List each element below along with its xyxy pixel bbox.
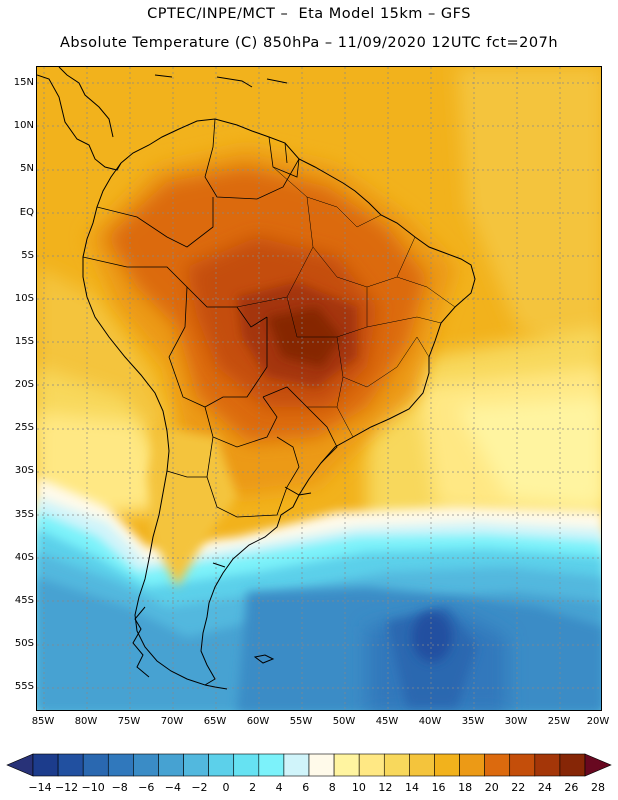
colorbar-label: 16 <box>431 781 446 794</box>
colorbar-cell <box>283 753 310 777</box>
lon-label-85w: 85W <box>31 716 55 727</box>
colorbar-label: 2 <box>249 781 257 794</box>
colorbar-label: 10 <box>351 781 366 794</box>
colorbar-cell <box>434 753 460 777</box>
lon-label-70w: 70W <box>160 716 184 727</box>
colorbar-label: 14 <box>405 781 419 794</box>
lon-label-55w: 55W <box>289 716 313 727</box>
colorbar-label: 8 <box>328 781 336 794</box>
colorbar-label: 28 <box>591 781 605 794</box>
lat-label-5s: 5S <box>21 250 34 261</box>
colorbar-cell <box>107 753 134 777</box>
coastlines <box>37 67 476 690</box>
colorbar-label: −6 <box>138 781 155 794</box>
lat-label-20s: 20S <box>14 379 34 390</box>
lat-label-30s: 30S <box>14 465 34 476</box>
lat-label-25s: 25S <box>14 422 34 433</box>
colorbar-cell <box>258 753 285 777</box>
lat-label-eq: EQ <box>19 207 34 218</box>
colorbar-label: 6 <box>302 781 310 794</box>
colorbar-label: 22 <box>511 781 526 794</box>
lon-label-20w: 20W <box>586 716 610 727</box>
colorbar-label: −12 <box>54 781 79 794</box>
colorbar-label: −8 <box>111 781 128 794</box>
colorbar-label: −10 <box>81 781 105 794</box>
colorbar-cell <box>233 753 260 777</box>
colorbar-cell <box>57 753 84 777</box>
colorbar-cell <box>333 753 360 777</box>
colorbar-label: 26 <box>564 781 579 794</box>
colorbar-cell <box>308 753 335 777</box>
colorbar-over-arrow <box>584 753 612 777</box>
colorbar-label: 18 <box>458 781 473 794</box>
lat-label-15s: 15S <box>14 336 34 347</box>
colorbar-cell <box>509 753 536 777</box>
state-borders <box>236 166 456 438</box>
lat-label-5n: 5N <box>20 163 34 174</box>
colorbar-cell <box>534 753 561 777</box>
colorbar-cell <box>559 753 586 777</box>
temperature-map[interactable] <box>36 66 602 711</box>
lon-label-40w: 40W <box>418 716 442 727</box>
lon-label-80w: 80W <box>74 716 98 727</box>
lon-label-50w: 50W <box>332 716 356 727</box>
grid-lines <box>37 67 601 710</box>
colorbar-cell <box>208 753 235 777</box>
temperature-field <box>37 67 601 710</box>
lon-label-35w: 35W <box>461 716 485 727</box>
lon-label-25w: 25W <box>547 716 571 727</box>
lon-label-45w: 45W <box>375 716 399 727</box>
lat-label-15n: 15N <box>13 77 34 88</box>
colorbar-cell <box>82 753 109 777</box>
lon-label-30w: 30W <box>504 716 528 727</box>
colorbar-label: −14 <box>28 781 52 794</box>
lon-label-75w: 75W <box>117 716 141 727</box>
lat-label-40s: 40S <box>14 552 34 563</box>
colorbar-label: −2 <box>191 781 208 794</box>
colorbar-label: 4 <box>275 781 283 794</box>
lat-label-10n: 10N <box>13 120 34 131</box>
colorbar-label: 20 <box>484 781 499 794</box>
colorbar-label: −4 <box>164 781 181 794</box>
colorbar-cell <box>133 753 159 777</box>
colorbar-label: 0 <box>222 781 230 794</box>
colorbar-cell <box>459 753 485 777</box>
map-title-line-1: CPTEC/INPE/MCT – Eta Model 15km – GFS <box>147 6 471 22</box>
country-borders <box>82 118 338 518</box>
colorbar-label: 24 <box>537 781 552 794</box>
colorbar-cell <box>32 753 59 777</box>
map-title-line-2: Absolute Temperature (C) 850hPa – 11/09/… <box>59 35 559 51</box>
colorbar-cell <box>158 753 184 777</box>
lon-label-65w: 65W <box>203 716 227 727</box>
colorbar-cell <box>383 753 410 777</box>
lat-label-10s: 10S <box>14 293 34 304</box>
colorbar-cell <box>358 753 385 777</box>
lat-label-45s: 45S <box>14 595 34 606</box>
colorbar-cell <box>183 753 209 777</box>
colorbar-label: 12 <box>378 781 393 794</box>
temperature-colorbar <box>6 753 612 777</box>
colorbar-cell <box>409 753 435 777</box>
lat-label-55s: 55S <box>14 681 34 692</box>
colorbar-cell <box>484 753 511 777</box>
colorbar-under-arrow <box>6 753 34 777</box>
lon-label-60w: 60W <box>246 716 270 727</box>
lat-label-35s: 35S <box>14 509 34 520</box>
lat-label-50s: 50S <box>14 638 34 649</box>
